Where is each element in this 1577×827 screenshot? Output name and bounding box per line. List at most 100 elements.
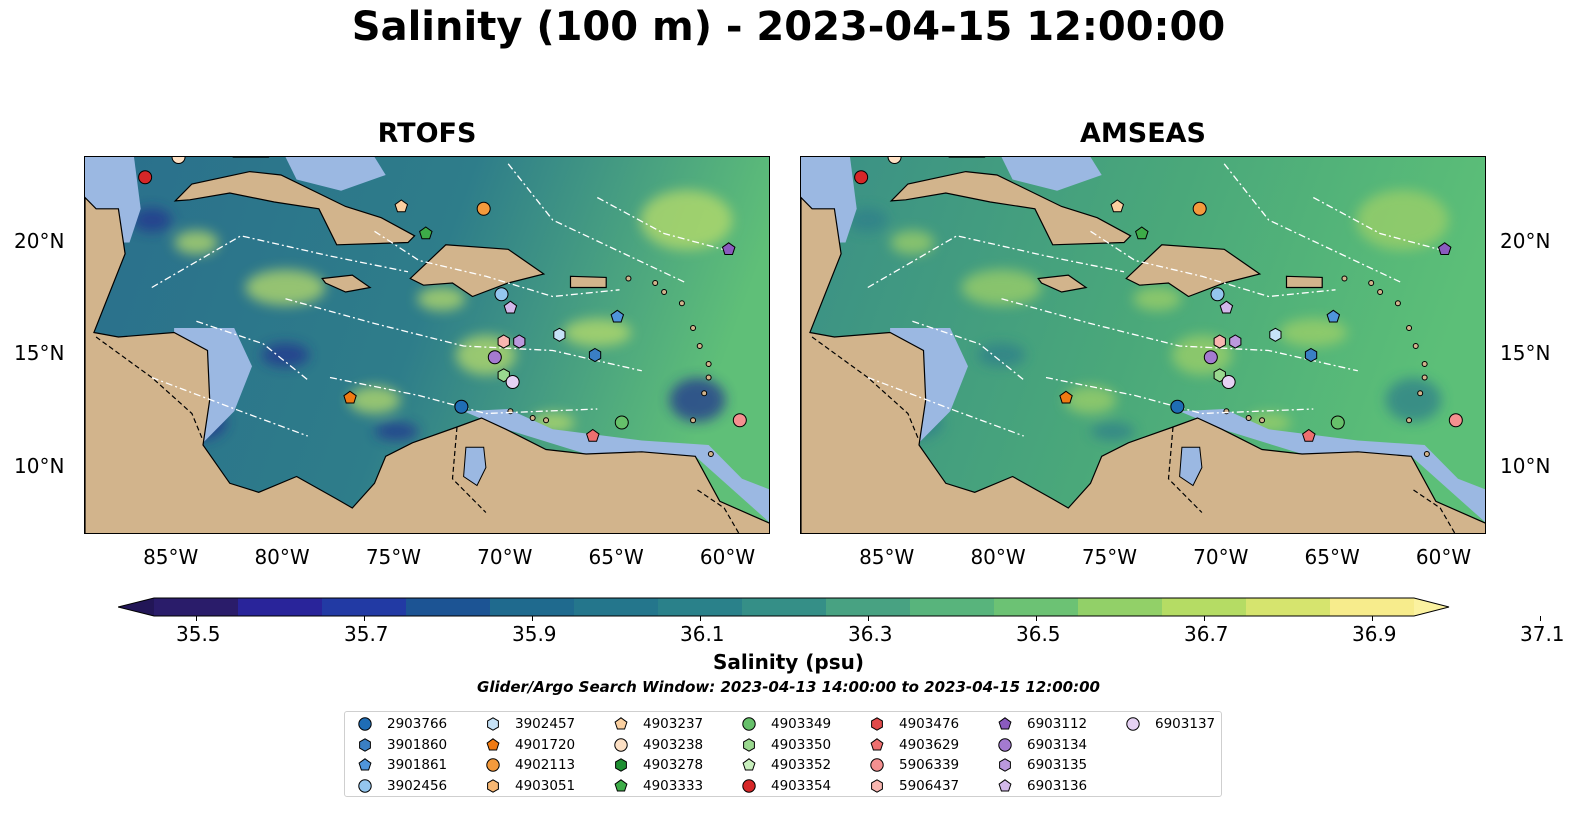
- legend-marker-shape: [998, 737, 1012, 752]
- eez-boundaries: [867, 163, 1448, 437]
- lat-tick-label: 20°N: [1500, 228, 1551, 253]
- legend-label: 4903333: [643, 777, 704, 794]
- legend-marker-shape: [358, 758, 372, 771]
- colorbar-segment: [1162, 598, 1247, 616]
- legend-label: 6903136: [1027, 777, 1088, 794]
- high-salinity-eddy: [1356, 190, 1449, 250]
- legend-marker-shape: [871, 717, 883, 731]
- colorbar-tick-label: 36.7: [1184, 622, 1229, 646]
- colorbar-tick-label: 37.1: [1520, 622, 1565, 646]
- boundary-line: [912, 320, 1025, 381]
- float-marker: [854, 170, 869, 185]
- island: [1259, 417, 1266, 424]
- legend-marker: [358, 717, 372, 731]
- legend-item: 4903350: [741, 735, 831, 755]
- low-salinity-eddy: [847, 208, 888, 232]
- lon-tick-label: 80°W: [970, 545, 1026, 569]
- island: [1423, 451, 1430, 457]
- legend-marker: [614, 778, 628, 791]
- colorbar-tick-label: 36.9: [1352, 622, 1397, 646]
- lon-tick-label: 65°W: [1304, 545, 1360, 569]
- legend-marker-shape: [871, 778, 883, 793]
- boundary-line: [1312, 196, 1448, 253]
- low-salinity-eddy: [977, 343, 1026, 367]
- float-marker: [1219, 300, 1234, 314]
- legend-label: 4903354: [771, 777, 832, 794]
- float-marker: [513, 334, 526, 349]
- float-marker: [1330, 415, 1345, 430]
- float-legend: 2903766 3901860 3901861 3902456 3902457 49017…: [344, 711, 1222, 797]
- float-markers: [138, 157, 747, 442]
- landmass: [1285, 275, 1323, 289]
- legend-item: 4903476: [869, 714, 959, 734]
- float-marker: [171, 157, 186, 164]
- low-salinity-eddy: [374, 422, 419, 441]
- low-salinity-eddy: [1385, 378, 1442, 422]
- legend-marker: [358, 758, 372, 771]
- low-salinity-eddy: [669, 378, 726, 422]
- colorbar-tick-mark: [868, 616, 869, 621]
- legend-marker-shape: [614, 717, 628, 730]
- colorbar-segment: [154, 598, 239, 616]
- legend-item: 3901861: [357, 755, 447, 775]
- float-marker: [487, 350, 502, 365]
- lon-tick-label: 65°W: [588, 545, 644, 569]
- border-line: [1167, 426, 1203, 513]
- legend-marker-shape: [870, 737, 884, 750]
- colorbar-tick-mark: [532, 616, 533, 621]
- colorbar-segment: [574, 598, 659, 616]
- eez-boundaries: [151, 163, 732, 437]
- legend-marker: [998, 778, 1012, 791]
- float-marker: [1326, 309, 1341, 323]
- shallow-shelf: [463, 409, 769, 523]
- legend-label: 5906339: [899, 757, 960, 773]
- colorbar-segment: [658, 598, 743, 616]
- boundary-line: [867, 376, 1024, 437]
- legend-marker-shape: [487, 778, 499, 793]
- legend-label: 2903766: [387, 716, 448, 732]
- island: [543, 417, 550, 424]
- legend-marker-shape: [358, 778, 372, 793]
- legend-marker: [614, 717, 628, 730]
- float-marker: [503, 300, 518, 314]
- legend-item: 4903629: [869, 735, 959, 755]
- legend-label: 4903051: [515, 777, 576, 794]
- float-markers: [854, 157, 1463, 442]
- high-salinity-eddy: [1279, 318, 1348, 347]
- legend-marker-shape: [358, 717, 372, 731]
- island: [705, 374, 712, 381]
- legend-item: 4903352: [741, 755, 831, 775]
- lon-tick-label: 75°W: [1081, 545, 1138, 569]
- high-salinity-eddy: [417, 286, 466, 311]
- legend-label: 6903135: [1027, 757, 1088, 773]
- island: [661, 289, 668, 295]
- legend-marker-shape: [486, 758, 500, 772]
- boundary-line: [867, 235, 1125, 289]
- legend-marker: [999, 758, 1011, 772]
- legend-item: 3902457: [485, 714, 575, 734]
- legend-item: 4903333: [613, 776, 703, 796]
- legend-item: 3901860: [357, 735, 447, 755]
- legend-item: 2903766: [357, 714, 447, 734]
- boundary-line: [285, 298, 642, 372]
- colorbar-tick-mark: [1372, 616, 1373, 621]
- legend-item: 4901720: [485, 735, 575, 755]
- legend-marker: [358, 778, 372, 793]
- legend-marker-shape: [614, 778, 628, 791]
- legend-label: 4903237: [643, 716, 704, 732]
- colorbar-tick-mark: [1204, 616, 1205, 621]
- legend-marker: [743, 737, 755, 752]
- float-marker: [553, 327, 566, 342]
- float-marker: [721, 242, 736, 255]
- legend-item: 4902113: [485, 755, 575, 775]
- legend-marker-shape: [743, 737, 755, 752]
- legend-marker-shape: [614, 737, 628, 752]
- colorbar-segment: [826, 598, 911, 616]
- island: [1421, 361, 1428, 367]
- legend-label: 6903137: [1155, 716, 1216, 732]
- landmass: [173, 170, 416, 246]
- colorbar-segment: [490, 598, 575, 616]
- float-marker: [614, 415, 629, 430]
- legend-item: 6903135: [997, 755, 1087, 775]
- island: [690, 325, 697, 331]
